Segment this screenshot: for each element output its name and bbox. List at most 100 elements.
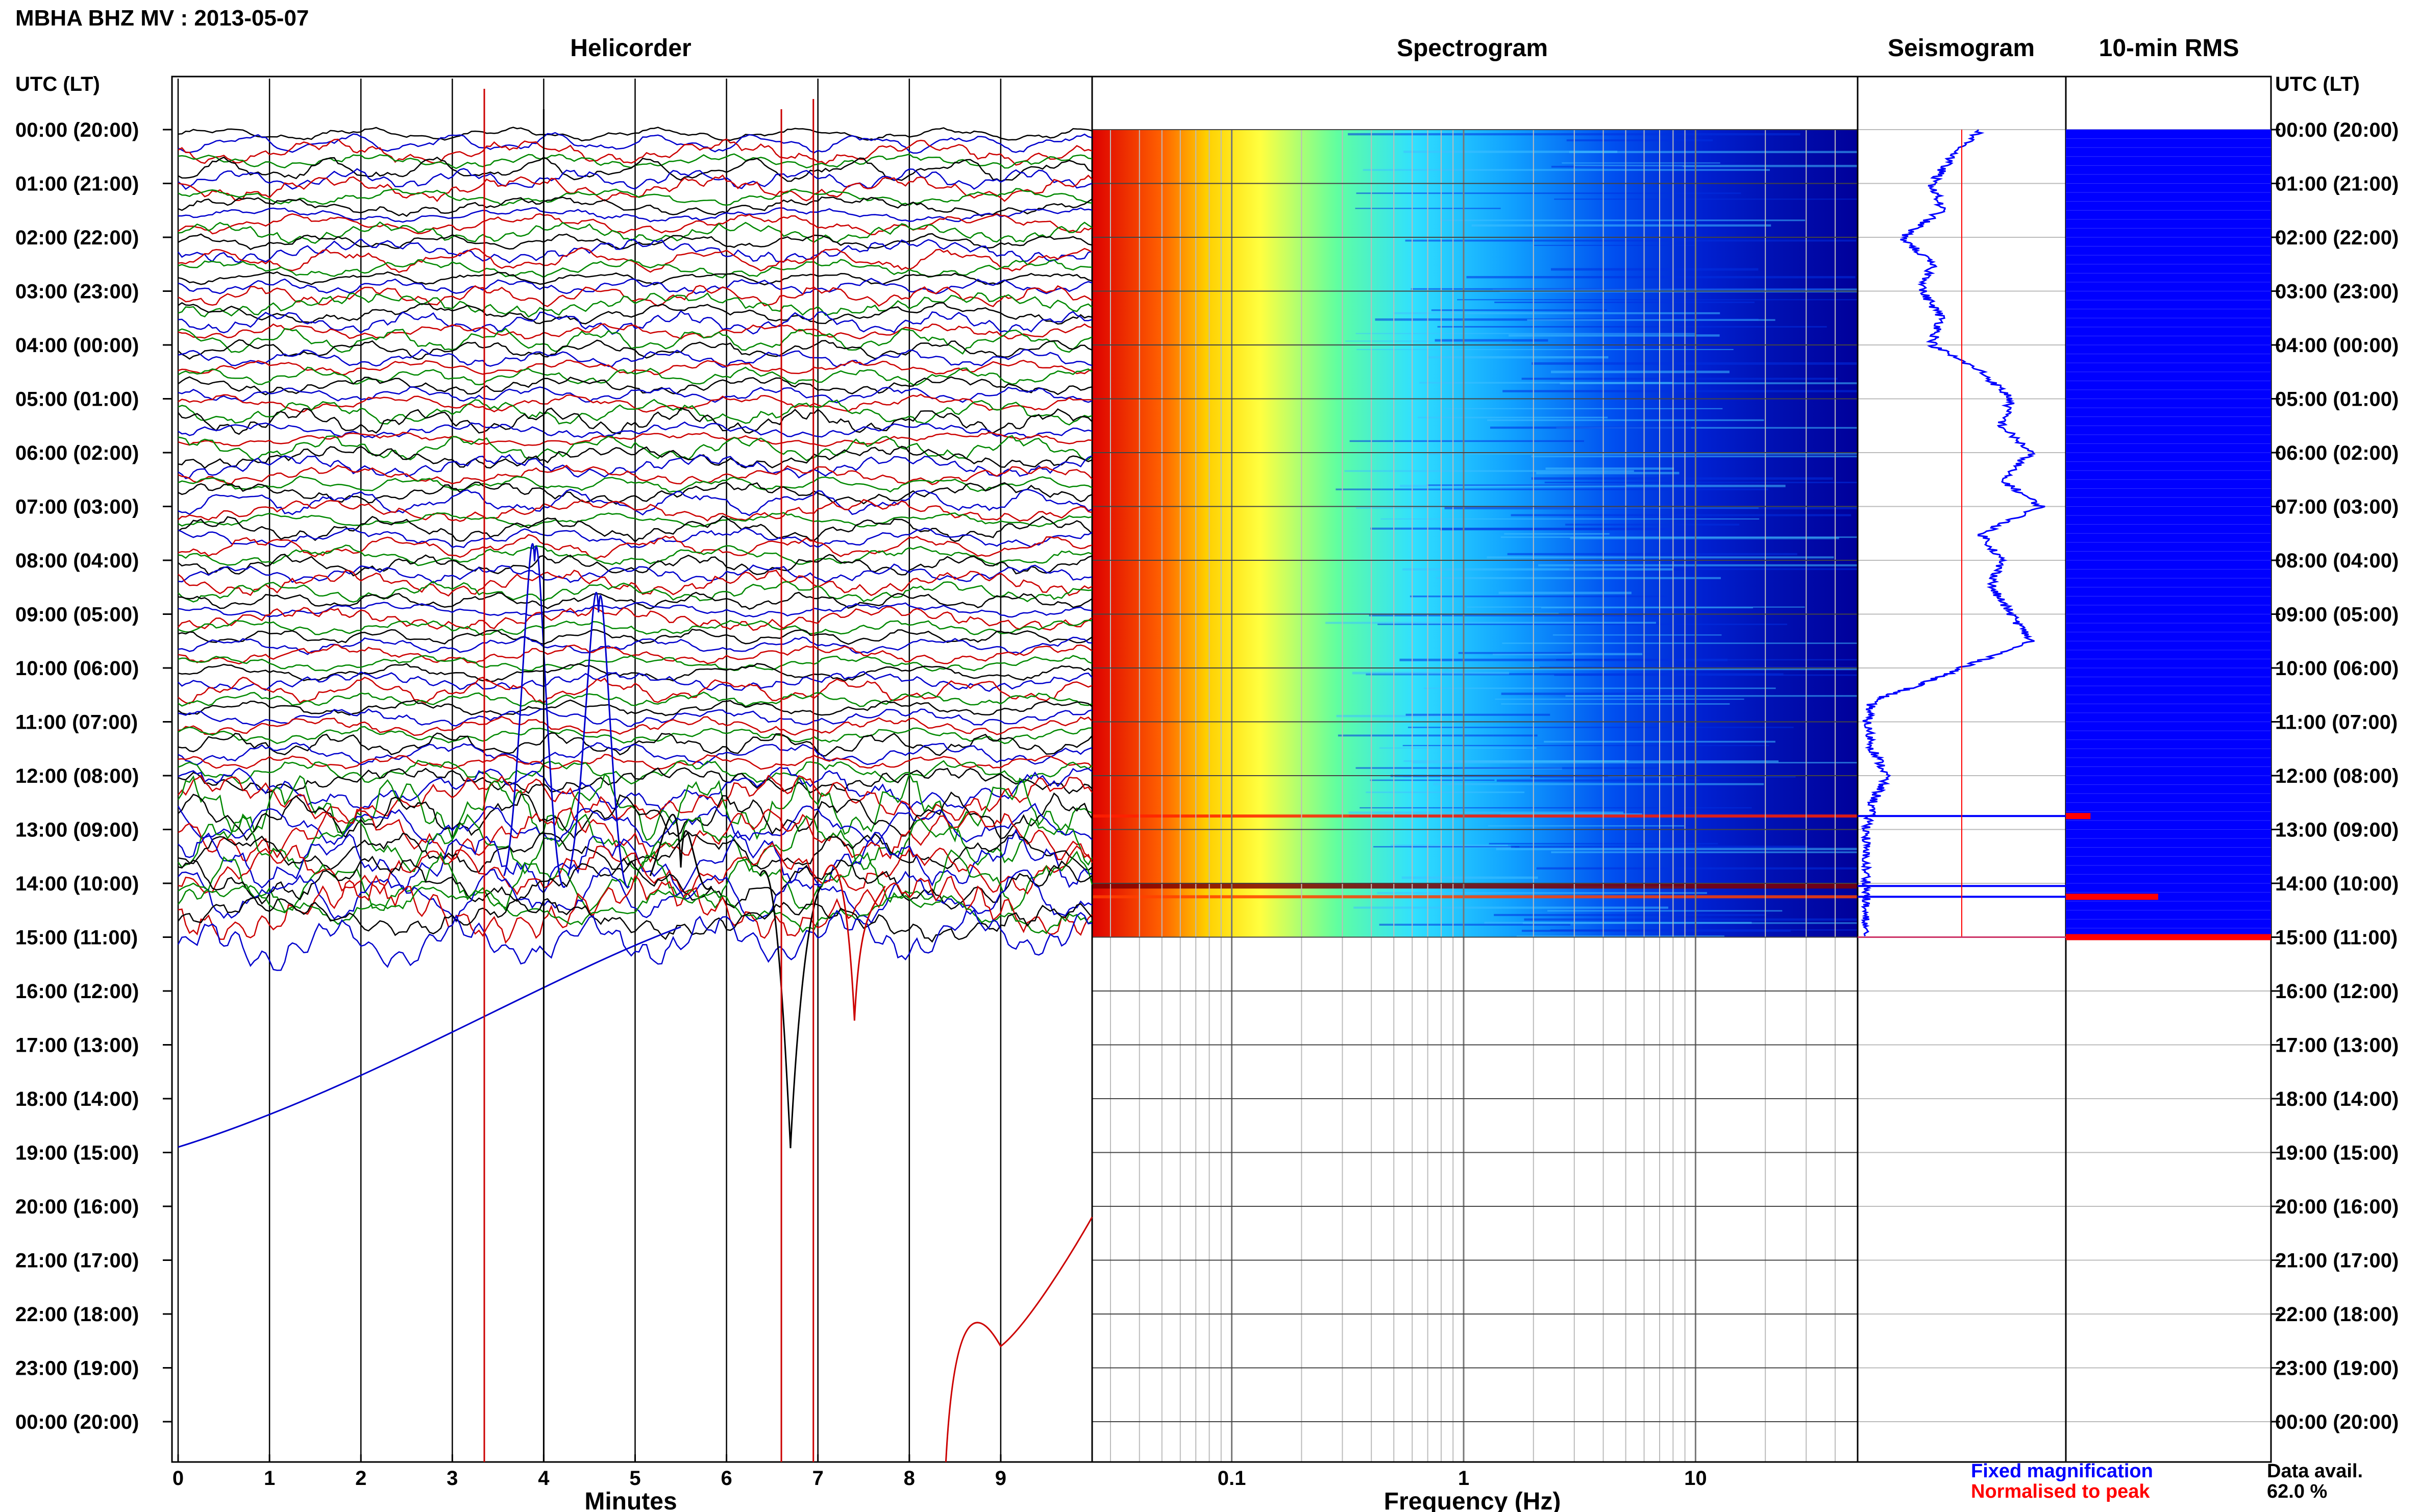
helicorder-trace	[178, 207, 1093, 223]
helicorder-trace	[178, 580, 1093, 603]
helicorder-trace	[178, 407, 1093, 435]
time-label-right: 14:00 (10:00)	[2275, 873, 2399, 895]
spectrogram-texture-line	[1566, 139, 1713, 141]
spectrogram-texture-line	[1380, 518, 1760, 520]
helicorder-trace	[178, 655, 1093, 672]
helicorder-trace	[178, 766, 1093, 813]
spectrogram-texture-line	[1444, 507, 1858, 510]
helicorder-x-tick-label: 4	[538, 1467, 550, 1490]
time-label-left: 17:00 (13:00)	[15, 1034, 139, 1057]
helicorder-trace	[178, 534, 1093, 559]
helicorder-trace	[178, 677, 1093, 705]
spectrogram-texture-line	[1325, 622, 1656, 624]
time-label-right: 13:00 (09:00)	[2275, 819, 2399, 841]
time-label-left: 06:00 (02:00)	[15, 442, 139, 464]
helicorder-trace	[178, 238, 1093, 264]
helicorder-trace	[178, 421, 1093, 439]
time-label-left: 18:00 (14:00)	[15, 1088, 139, 1110]
spectrogram-texture-line	[1458, 652, 1572, 654]
spectrogram-texture-line	[1353, 906, 1668, 909]
spectrogram-texture-line	[1373, 846, 1520, 848]
spectrogram-texture-line	[1352, 672, 1510, 675]
spectrogram-texture-line	[1466, 276, 1856, 279]
time-label-left: 00:00 (20:00)	[15, 119, 139, 141]
helicorder-trace	[178, 233, 1093, 251]
helicorder-x-tick-label: 5	[629, 1467, 640, 1490]
time-label-left: 12:00 (08:00)	[15, 765, 139, 787]
helicorder-event-swing	[759, 870, 822, 1149]
spectrogram-texture-line	[1419, 382, 1673, 384]
spectrogram-texture-line	[1502, 642, 1858, 644]
spectrogram-texture-line	[1569, 568, 1858, 571]
helicorder-trace	[178, 515, 1093, 543]
spectrogram-texture-line	[1565, 524, 1740, 526]
spectrogram-texture-line	[1487, 556, 1834, 559]
helicorder-trace	[178, 708, 1093, 727]
spectrogram-texture-line	[1511, 514, 1852, 516]
helicorder-trace	[178, 807, 1093, 863]
time-label-left: 14:00 (10:00)	[15, 873, 139, 895]
spectrogram-texture-line	[1551, 268, 1759, 271]
spectrogram-texture-line	[1345, 340, 1513, 342]
spectrogram-texture-line	[1541, 607, 1754, 609]
spectrogram-x-tick-label: 1	[1458, 1467, 1469, 1490]
spectrogram-texture-line	[1562, 162, 1720, 164]
helicorder-trace	[178, 754, 1093, 770]
panel-title-seismogram: Seismogram	[1888, 35, 2035, 62]
helicorder-trace	[178, 323, 1093, 340]
spectrogram-texture-line	[1467, 606, 1805, 608]
helicorder-trace	[178, 431, 1093, 447]
helicorder-trace	[178, 349, 1093, 368]
helicorder-trace	[178, 601, 1093, 618]
spectrogram-texture-line	[1436, 577, 1721, 579]
spectrogram-texture-line	[1536, 472, 1680, 475]
helicorder-event-swing	[649, 813, 712, 890]
helicorder-x-tick-label: 9	[995, 1467, 1006, 1490]
spectrogram-texture-line	[1427, 484, 1626, 486]
helicorder-trace	[178, 328, 1093, 355]
spectrogram-texture-line	[1412, 762, 1858, 764]
spectrogram-texture-line	[1402, 568, 1673, 571]
time-label-right: 11:00 (07:00)	[2275, 711, 2398, 734]
helicorder-trace	[178, 636, 1093, 655]
spectrogram-texture-line	[1336, 714, 1448, 717]
time-label-left: 05:00 (01:00)	[15, 388, 139, 411]
helicorder-x-tick-label: 0	[172, 1467, 184, 1490]
time-axis-header-left: UTC (LT)	[15, 73, 100, 95]
time-axis-labels: 00:00 (20:00) 00:00 (20:00) 01:00 (21:00) 0…	[15, 119, 2399, 1433]
spectrogram-texture-line	[1492, 653, 1643, 656]
panel-title-spectrogram: Spectrogram	[1397, 35, 1548, 62]
spectrogram-texture-line	[1556, 427, 1858, 429]
helicorder-traces	[177, 89, 1093, 1463]
helicorder-trace	[178, 726, 1093, 745]
helicorder-trace	[177, 909, 1093, 971]
time-label-left: 20:00 (16:00)	[15, 1196, 139, 1218]
helicorder-trace	[178, 866, 1093, 924]
spectrogram-x-tick-label: 10	[1684, 1467, 1707, 1490]
spectrogram-texture-line	[1431, 309, 1607, 311]
helicorder-trace	[178, 174, 1093, 203]
time-label-left: 09:00 (05:00)	[15, 604, 139, 626]
time-label-right: 00:00 (20:00)	[2275, 1411, 2399, 1433]
helicorder-trace	[178, 292, 1093, 318]
panel-title-helicorder: Helicorder	[570, 35, 691, 62]
helicorder-trace	[178, 499, 1093, 522]
spectrogram-texture-line	[1509, 334, 1720, 337]
spectrogram-texture-line	[1423, 687, 1776, 689]
spectrogram-texture-line	[1408, 727, 1794, 728]
spectrogram-texture-line	[1550, 929, 1858, 931]
time-label-left: 15:00 (11:00)	[15, 927, 138, 949]
spectrogram-texture-line	[1428, 453, 1858, 455]
spectrogram-texture-line	[1538, 564, 1858, 566]
helicorder-trace	[178, 386, 1093, 404]
spectrogram-texture-line	[1531, 477, 1833, 480]
spectrogram-texture-line	[1402, 745, 1769, 747]
helicorder-trace	[178, 569, 1093, 597]
spectrogram-texture-line	[1539, 666, 1858, 668]
helicorder-trace	[178, 339, 1093, 360]
helicorder-red-tail	[945, 1217, 1093, 1463]
time-label-left: 21:00 (17:00)	[15, 1250, 139, 1272]
helicorder-trace	[178, 366, 1093, 386]
spectrogram-texture-line	[1500, 536, 1858, 538]
time-label-right: 15:00 (11:00)	[2275, 927, 2398, 949]
